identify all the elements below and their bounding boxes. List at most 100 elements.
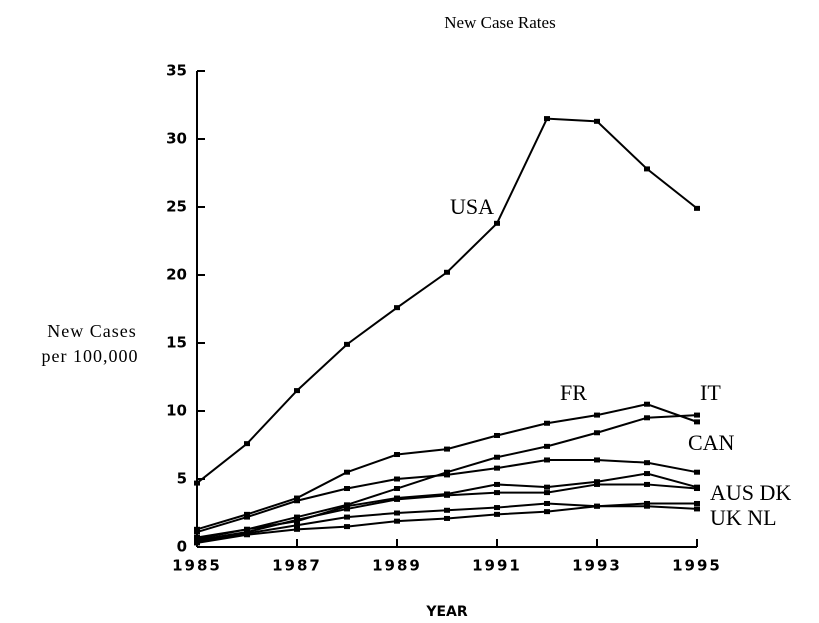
series-annotation: FR xyxy=(560,380,587,405)
point-marker xyxy=(494,465,500,471)
point-marker xyxy=(694,469,700,475)
point-marker xyxy=(344,506,350,512)
chart-title: New Case Rates xyxy=(444,13,555,32)
point-marker xyxy=(444,472,450,478)
point-marker xyxy=(444,507,450,513)
x-tick-label: 1995 xyxy=(672,557,722,575)
point-marker xyxy=(494,505,500,511)
point-marker xyxy=(394,518,400,524)
point-marker xyxy=(394,510,400,516)
point-marker xyxy=(294,526,300,532)
point-marker xyxy=(594,412,600,418)
point-marker xyxy=(344,514,350,520)
y-tick-label: 35 xyxy=(166,62,187,80)
point-marker xyxy=(244,514,250,520)
point-marker xyxy=(444,469,450,475)
y-tick-label: 20 xyxy=(166,266,187,284)
y-axis-label: New Cases xyxy=(47,321,136,341)
point-marker xyxy=(694,500,700,506)
point-marker xyxy=(594,118,600,124)
point-marker xyxy=(494,220,500,226)
point-marker xyxy=(644,166,650,172)
point-marker xyxy=(644,503,650,509)
point-marker xyxy=(494,490,500,496)
point-marker xyxy=(344,341,350,347)
point-marker xyxy=(194,526,200,532)
y-axis-label: per 100,000 xyxy=(42,346,139,366)
point-marker xyxy=(244,526,250,532)
point-marker xyxy=(444,515,450,521)
series-annotation: IT xyxy=(700,380,721,405)
y-tick-label: 15 xyxy=(166,334,187,352)
point-marker xyxy=(594,481,600,487)
point-marker xyxy=(494,481,500,487)
y-tick-label: 25 xyxy=(166,198,187,216)
x-tick-label: 1989 xyxy=(372,557,422,575)
point-marker xyxy=(544,490,550,496)
point-marker xyxy=(394,452,400,458)
series-annotation: AUS DK xyxy=(710,480,791,505)
x-tick-label: 1985 xyxy=(172,557,222,575)
y-tick-label: 10 xyxy=(166,402,187,420)
point-marker xyxy=(394,496,400,502)
point-marker xyxy=(294,388,300,394)
point-marker xyxy=(594,503,600,509)
point-marker xyxy=(344,524,350,530)
point-marker xyxy=(494,511,500,517)
point-marker xyxy=(294,522,300,528)
point-marker xyxy=(694,419,700,425)
series-annotation: USA xyxy=(450,194,494,219)
point-marker xyxy=(294,495,300,501)
point-marker xyxy=(344,503,350,509)
y-tick-label: 5 xyxy=(177,470,187,488)
point-marker xyxy=(544,509,550,515)
point-marker xyxy=(694,506,700,512)
series-annotation: CAN xyxy=(688,430,735,455)
point-marker xyxy=(644,471,650,477)
point-marker xyxy=(544,500,550,506)
point-marker xyxy=(644,401,650,407)
point-marker xyxy=(594,430,600,436)
x-axis-label: YEAR xyxy=(425,604,468,620)
point-marker xyxy=(544,420,550,426)
point-marker xyxy=(294,498,300,504)
point-marker xyxy=(194,540,200,546)
point-marker xyxy=(444,269,450,275)
point-marker xyxy=(494,432,500,438)
point-marker xyxy=(194,480,200,486)
point-marker xyxy=(544,443,550,449)
point-marker xyxy=(344,486,350,492)
x-tick-label: 1993 xyxy=(572,557,622,575)
y-tick-label: 30 xyxy=(166,130,187,148)
point-marker xyxy=(344,469,350,475)
point-marker xyxy=(394,305,400,311)
point-marker xyxy=(494,454,500,460)
x-tick-label: 1987 xyxy=(272,557,322,575)
point-marker xyxy=(644,500,650,506)
point-marker xyxy=(244,532,250,538)
point-marker xyxy=(544,457,550,463)
point-marker xyxy=(294,514,300,520)
line-series xyxy=(196,117,698,484)
point-marker xyxy=(594,479,600,485)
y-tick-label: 0 xyxy=(177,538,187,556)
point-marker xyxy=(594,457,600,463)
point-marker xyxy=(544,484,550,490)
point-marker xyxy=(394,476,400,482)
point-marker xyxy=(694,486,700,492)
point-marker xyxy=(644,460,650,466)
point-marker xyxy=(694,412,700,418)
point-marker xyxy=(394,486,400,492)
point-marker xyxy=(644,481,650,487)
point-marker xyxy=(444,446,450,452)
series-annotation: UK NL xyxy=(710,505,777,530)
point-marker xyxy=(694,205,700,211)
point-marker xyxy=(244,441,250,447)
point-marker xyxy=(294,517,300,523)
point-marker xyxy=(544,116,550,122)
point-marker xyxy=(194,529,200,535)
point-marker xyxy=(644,415,650,421)
point-marker xyxy=(244,511,250,517)
point-marker xyxy=(444,492,450,498)
